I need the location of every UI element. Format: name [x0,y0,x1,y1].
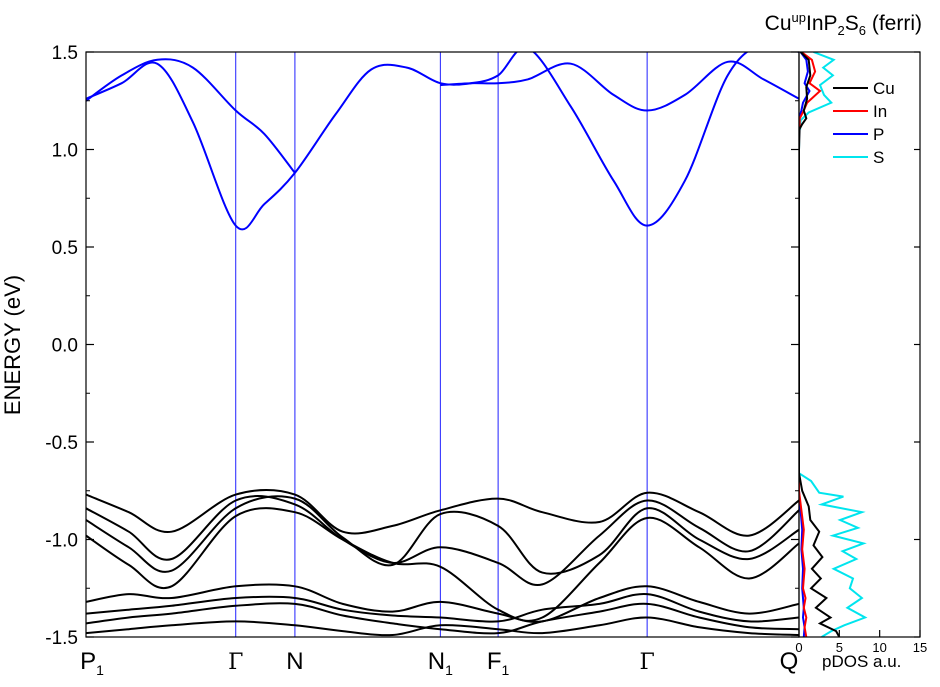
y-tick-label: -1.0 [45,531,78,552]
valence-band-line [86,489,799,537]
pdos-line-in [799,52,822,637]
pdos-x-tick-label: 15 [913,640,927,655]
k-point-name: Γ [228,650,244,675]
pdos-x-axis-label: pDOS a.u. [822,652,902,671]
pdos-panel: 0 5 10 15 Cu In PS [795,51,927,655]
conduction-band-line [86,58,296,174]
k-point-name: P [80,648,97,675]
band-lines [86,52,799,637]
pdos-line-p [799,52,811,637]
pdos-line-s [799,52,868,637]
conduction-band-line [86,52,799,231]
legend-label-in: In [873,102,887,121]
k-point-name: N [286,648,304,675]
valence-band-line [86,495,799,575]
k-point-label: N [286,648,303,676]
k-point-name: Q [779,648,799,675]
k-point-subscript: 1 [501,661,510,678]
band-structure-panel: -1.5 -1.0 -0.5 0.0 0.5 1.0 1.5 [45,43,800,649]
pdos-line-cu [799,52,841,637]
legend-label-p: P [873,125,884,144]
valence-band-line [86,583,799,623]
legend-label-s: S [873,148,884,167]
y-tick-label: 0.0 [52,336,78,357]
y-tick-label: 1.0 [52,141,78,162]
k-point-label: P1 [80,648,104,678]
pdos-lines [799,52,868,637]
k-point-subscript: 1 [96,661,104,678]
pdos-x-tick-label: 5 [836,640,843,655]
figure-title: CuupInP2S6 (ferri) [764,10,922,39]
k-point-label: Q [780,648,799,676]
k-point-label: Γ [639,650,654,675]
legend-label-cu: Cu [873,79,895,98]
valence-band-line [86,495,799,587]
band-panel-frame [85,51,800,638]
k-point-label: Γ [228,650,243,675]
pdos-x-tick-label: 10 [872,640,886,655]
valence-band-line [86,593,799,623]
conduction-band-line [440,60,799,112]
k-point-name: Γ [639,650,655,675]
k-point-subscript: 1 [445,661,453,678]
y-tick-label: 0.5 [52,238,78,259]
k-point-label: F1 [487,648,509,678]
valence-band-line [86,616,799,637]
y-tick-label: 1.5 [52,43,78,64]
valence-band-line [86,507,799,622]
y-tick-label: -1.5 [45,628,78,649]
k-point-name: N [427,648,446,675]
y-tick-label: -0.5 [45,433,78,454]
y-axis-label: ENERGY (eV) [0,274,25,416]
k-point-label: N1 [428,648,453,678]
pdos-legend: Cu In PS [833,79,895,167]
valence-band-line [86,602,799,635]
k-point-name: F [486,648,502,675]
pdos-x-tick-label: 0 [795,640,802,655]
